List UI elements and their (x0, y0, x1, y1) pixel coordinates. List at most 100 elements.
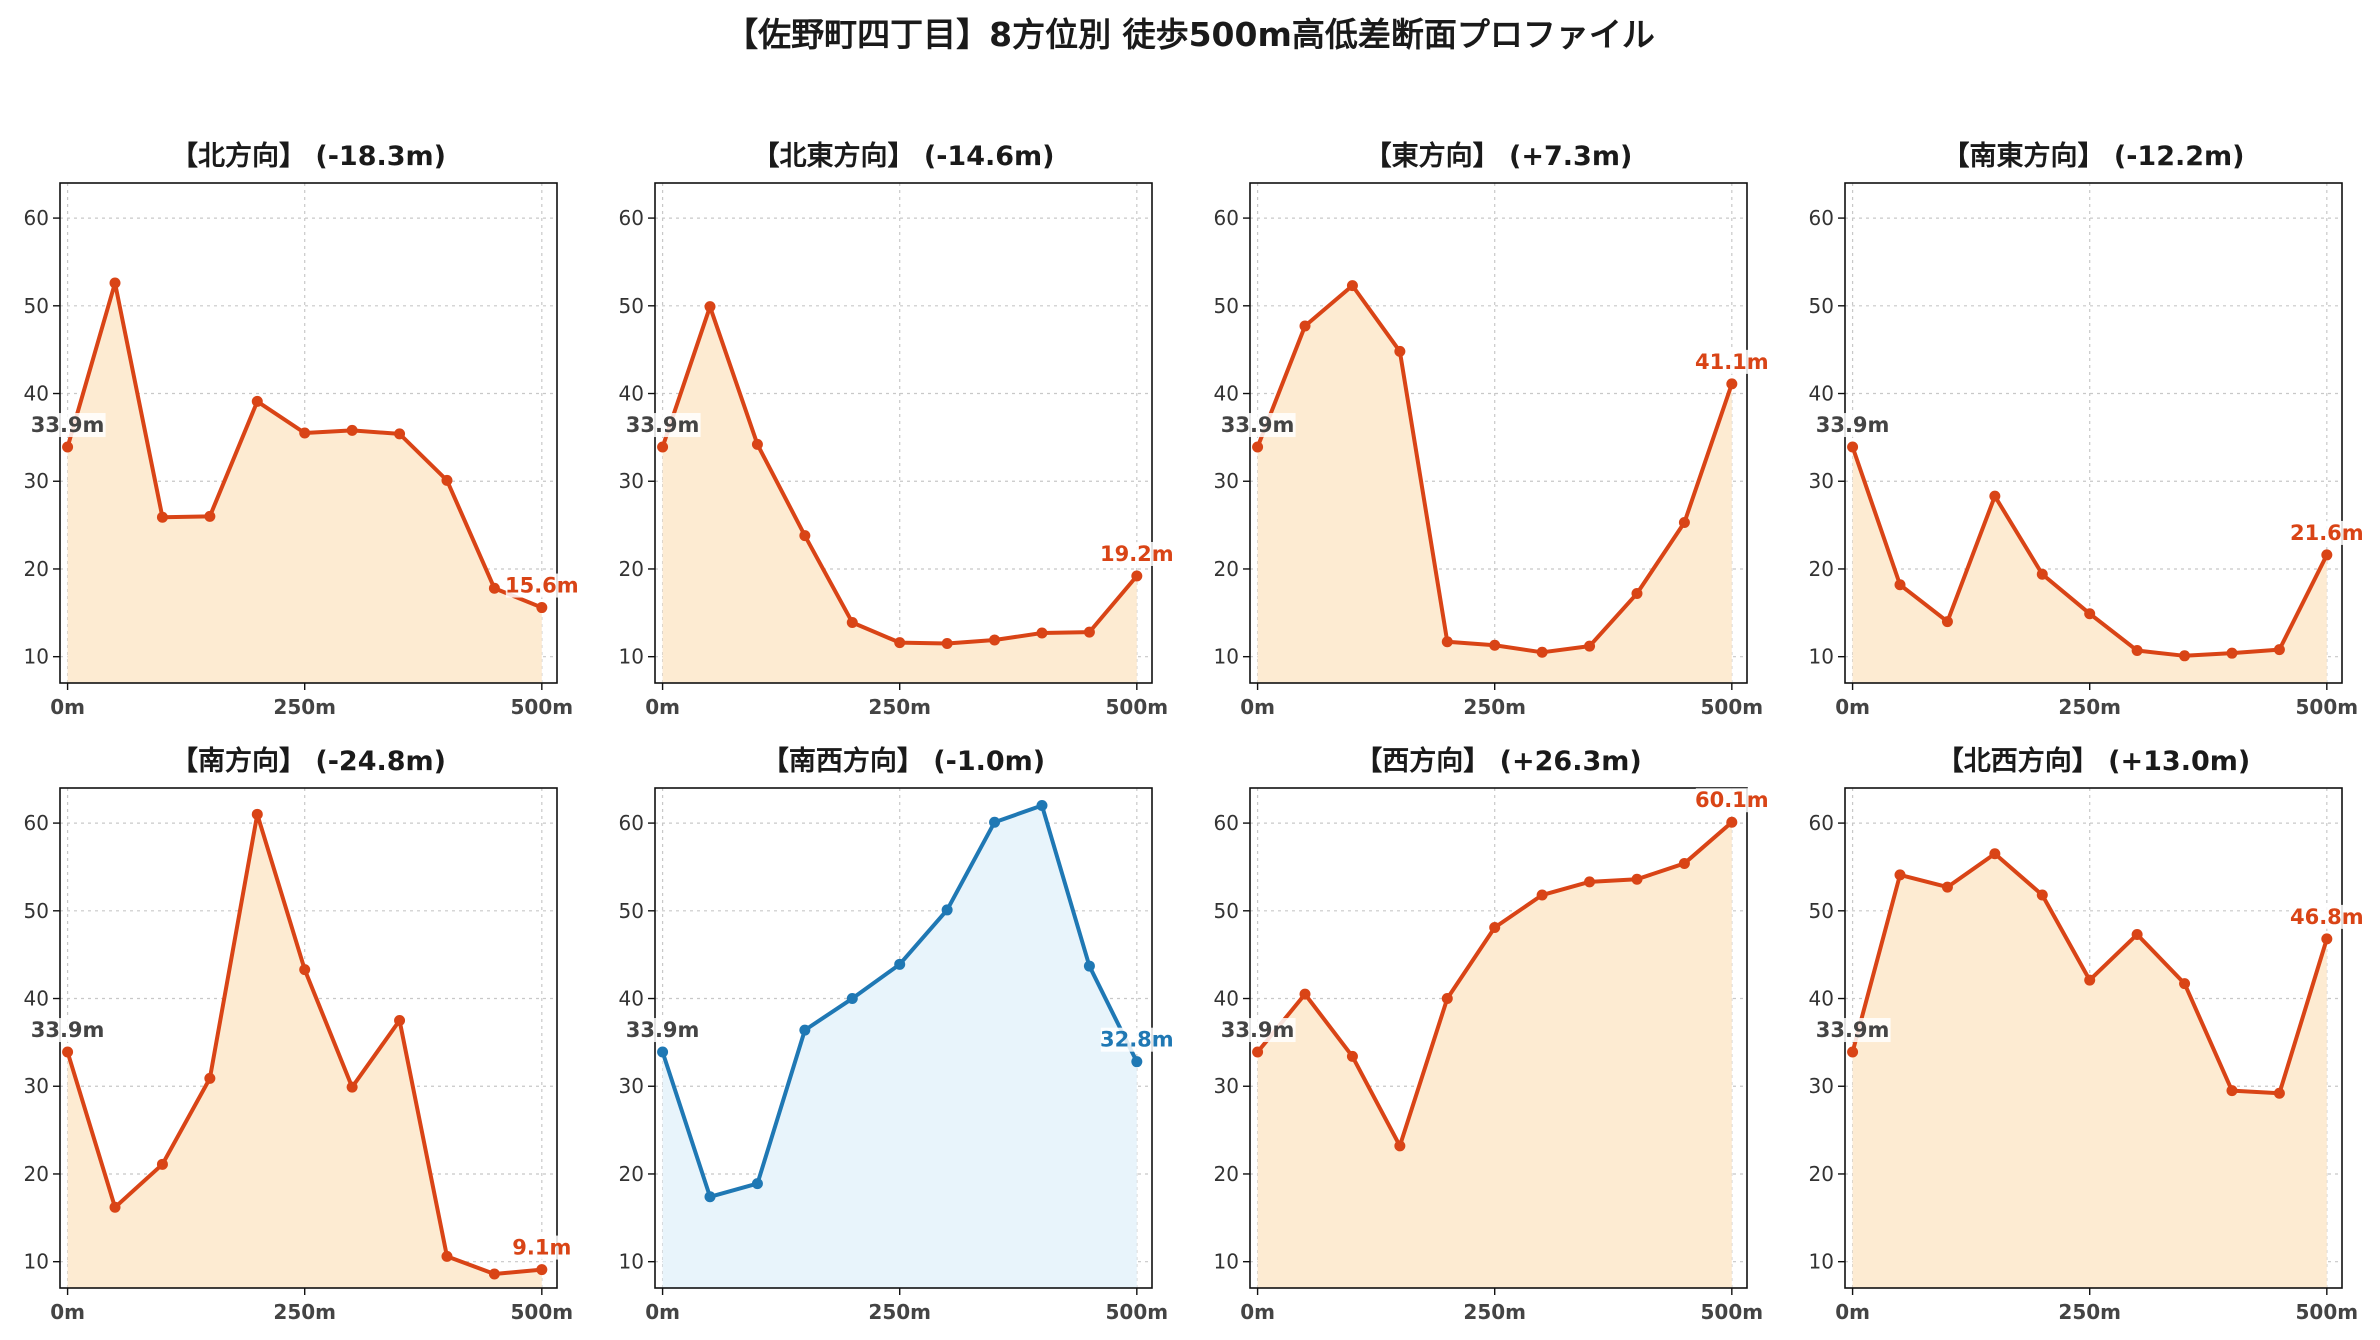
y-tick-label: 20 (1214, 1162, 1239, 1186)
start-elevation-label: 33.9m (626, 413, 700, 437)
data-point (1678, 516, 1690, 528)
y-tick-label: 60 (1809, 811, 1834, 835)
elevation-area (662, 306, 1137, 683)
data-point (2084, 608, 2096, 620)
data-point (488, 582, 500, 594)
y-tick-label: 60 (1214, 811, 1239, 835)
panel-title: 【南西方向】 (-1.0m) (762, 745, 1045, 777)
x-tick-label: 250m (1463, 695, 1526, 719)
data-point (251, 808, 263, 820)
y-tick-label: 20 (1809, 1162, 1834, 1186)
end-elevation-label: 41.1m (1695, 350, 1769, 374)
end-label-box (1100, 1027, 1173, 1052)
x-tick-label: 0m (50, 695, 85, 719)
chart-panel-4: 【南東方向】 (-12.2m) 10 20 30 40 50 60 0m 250m 500m 33.… (1809, 140, 2364, 719)
data-point (2273, 1087, 2285, 1099)
data-point (394, 1014, 406, 1026)
start-elevation-label: 33.9m (1816, 1018, 1890, 1042)
end-label-box (1100, 541, 1173, 566)
end-label-box (505, 573, 578, 598)
x-tick-label: 250m (1463, 1300, 1526, 1324)
panel-title: 【北方向】 (-18.3m) (171, 140, 446, 172)
data-point (941, 638, 953, 650)
data-point (62, 441, 74, 453)
end-elevation-label: 60.1m (1695, 788, 1769, 812)
start-label-box (1221, 1018, 1296, 1043)
start-elevation-label: 33.9m (1221, 413, 1295, 437)
y-tick-label: 10 (1809, 1250, 1834, 1274)
data-point (1489, 639, 1501, 651)
data-point (2179, 650, 2191, 662)
data-point (441, 474, 453, 486)
x-tick-label: 0m (1835, 1300, 1870, 1324)
data-point (204, 510, 216, 522)
data-point (1536, 889, 1548, 901)
data-point (1631, 873, 1643, 885)
data-point (1131, 1056, 1143, 1068)
end-elevation-label: 15.6m (505, 574, 579, 598)
y-tick-label: 30 (1809, 1074, 1834, 1098)
panel-title: 【北東方向】 (-14.6m) (752, 140, 1054, 172)
figure-title: 【佐野町四丁目】8方位別 徒歩500m高低差断面プロファイル (725, 15, 1655, 54)
x-tick-label: 500m (1701, 695, 1764, 719)
data-point (1894, 579, 1906, 591)
start-label-box (1221, 413, 1296, 438)
data-point (894, 637, 906, 649)
data-point (704, 1191, 716, 1203)
y-tick-label: 30 (1214, 1074, 1239, 1098)
y-tick-label: 10 (1214, 1250, 1239, 1274)
y-tick-label: 10 (24, 645, 49, 669)
y-tick-label: 20 (619, 1162, 644, 1186)
data-point (1346, 1050, 1358, 1062)
y-tick-label: 10 (619, 645, 644, 669)
end-label-box (1695, 349, 1768, 374)
y-tick-label: 10 (619, 1250, 644, 1274)
data-point (1083, 960, 1095, 972)
chart-panel-2: 【北東方向】 (-14.6m) 10 20 30 40 50 60 0m 250m 500m 33.… (619, 140, 1174, 719)
data-point (2321, 549, 2333, 561)
y-tick-label: 50 (1214, 294, 1239, 318)
data-point (1847, 1046, 1859, 1058)
end-elevation-label: 46.8m (2290, 905, 2364, 929)
data-point (1584, 876, 1596, 888)
data-point (2226, 1085, 2238, 1097)
y-tick-label: 20 (1809, 557, 1834, 581)
data-point (751, 438, 763, 450)
chart-panel-3: 【東方向】 (+7.3m) 10 20 30 40 50 60 0m 250m 500m 33.9m… (1214, 140, 1769, 719)
data-point (1894, 869, 1906, 881)
data-point (1394, 1140, 1406, 1152)
data-point (1678, 857, 1690, 869)
y-tick-label: 60 (1214, 206, 1239, 230)
y-tick-label: 40 (1809, 987, 1834, 1011)
data-point (441, 1250, 453, 1262)
y-tick-label: 20 (1214, 557, 1239, 581)
chart-panel-1: 【北方向】 (-18.3m) 10 20 30 40 50 60 0m 250m 500m 33.9… (24, 140, 579, 719)
y-tick-label: 60 (24, 811, 49, 835)
end-label-box (1695, 788, 1768, 813)
data-point (1941, 881, 1953, 893)
y-tick-label: 60 (619, 206, 644, 230)
data-point (251, 395, 263, 407)
y-tick-label: 30 (24, 469, 49, 493)
data-point (1441, 636, 1453, 648)
data-point (536, 602, 548, 614)
y-tick-label: 60 (619, 811, 644, 835)
data-point (657, 441, 669, 453)
x-tick-label: 0m (1240, 695, 1275, 719)
y-tick-label: 40 (619, 382, 644, 406)
data-point (1536, 646, 1548, 658)
data-point (156, 1158, 168, 1170)
y-tick-label: 60 (1809, 206, 1834, 230)
panel-title: 【西方向】 (+26.3m) (1355, 745, 1641, 777)
x-tick-label: 500m (1106, 1300, 1169, 1324)
x-tick-label: 0m (1835, 695, 1870, 719)
data-point (1299, 320, 1311, 332)
data-point (62, 1046, 74, 1058)
start-label-box (626, 413, 701, 438)
y-tick-label: 50 (619, 899, 644, 923)
data-point (799, 530, 811, 542)
x-tick-label: 500m (2296, 1300, 2359, 1324)
end-label-box (2290, 520, 2363, 545)
y-tick-label: 20 (24, 557, 49, 581)
y-tick-label: 30 (1214, 469, 1239, 493)
